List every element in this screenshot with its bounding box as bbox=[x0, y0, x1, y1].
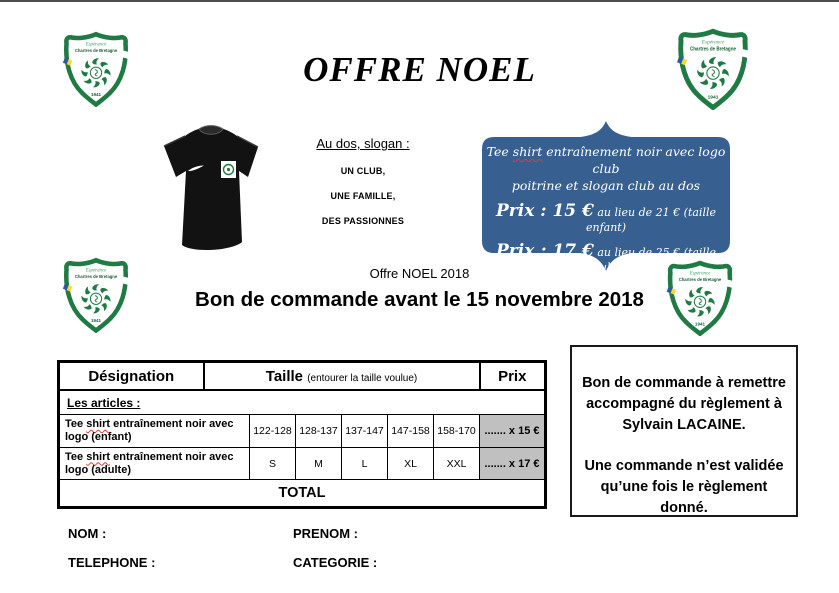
svg-text:Chartres de Bretagne: Chartres de Bretagne bbox=[75, 274, 118, 280]
size-cell[interactable]: 147-158 bbox=[387, 414, 434, 448]
club-crest-icon: Espérance Chartres de Bretagne 1941 bbox=[677, 28, 751, 110]
callout-line2: poitrine et slogan club au dos bbox=[511, 178, 701, 193]
page-title: OFFRE NOEL bbox=[303, 50, 536, 89]
svg-text:Espérance: Espérance bbox=[689, 271, 712, 276]
slogan-line: UN CLUB, bbox=[340, 166, 386, 176]
notice-para2: Une commande n’est validée qu’une fois l… bbox=[584, 458, 784, 516]
size-cell[interactable]: S bbox=[249, 447, 296, 480]
price-adult: Prix : 17 € au lieu de 25 € (taille adul… bbox=[496, 241, 716, 274]
club-logo-top-left: Espérance Chartres de Bretagne 1941 bbox=[62, 31, 130, 107]
total-row: TOTAL bbox=[57, 479, 547, 508]
tshirt-icon bbox=[163, 125, 259, 251]
total-label: TOTAL bbox=[57, 479, 547, 508]
club-crest-icon: Espérance Chartres de Bretagne 1941 bbox=[62, 31, 130, 107]
category-field-label: CATEGORIE : bbox=[293, 555, 378, 570]
size-cell[interactable]: M bbox=[295, 447, 342, 480]
order-table: Désignation Taille (entourer la taille v… bbox=[57, 360, 548, 509]
size-cell[interactable]: 122-128 bbox=[249, 414, 296, 448]
svg-text:Chartres de Bretagne: Chartres de Bretagne bbox=[679, 277, 722, 283]
table-row-child: Tee shirt entraînement noir avec logo (e… bbox=[58, 414, 547, 448]
qty-price-cell[interactable]: ....... x 15 € bbox=[479, 414, 547, 448]
svg-text:1941: 1941 bbox=[695, 321, 706, 326]
club-logo-top-right: Espérance Chartres de Bretagne 1941 bbox=[669, 28, 757, 110]
slogan-line: UNE FAMILLE, bbox=[330, 191, 396, 201]
section-label: Les articles : bbox=[57, 389, 547, 415]
col-designation: Désignation bbox=[57, 360, 205, 391]
club-logo-mid-right: Espérance Chartres de Bretagne 1941 bbox=[662, 260, 738, 336]
firstname-field-label: PRENOM : bbox=[293, 526, 358, 541]
name-field-label: NOM : bbox=[68, 526, 107, 541]
callout-text: Tee shirt entraînement noir avec logo cl… bbox=[480, 143, 732, 274]
club-crest-icon: Espérance Chartres de Bretagne 1941 bbox=[62, 257, 130, 333]
item-desc-child: Tee shirt entraînement noir avec logo (e… bbox=[58, 414, 250, 448]
svg-text:Espérance: Espérance bbox=[701, 40, 725, 46]
section-row: Les articles : bbox=[57, 389, 547, 415]
svg-text:Espérance: Espérance bbox=[85, 269, 108, 274]
notice-para1: Bon de commande à remettre accompagné du… bbox=[582, 375, 786, 433]
size-cell[interactable]: L bbox=[341, 447, 388, 480]
order-deadline-heading: Bon de commande avant le 15 novembre 201… bbox=[195, 288, 644, 311]
price-callout-bubble: Tee shirt entraînement noir avec logo cl… bbox=[472, 121, 740, 274]
phone-field-label: TELEPHONE : bbox=[68, 555, 156, 570]
callout-line1: Tee shirt entraînement noir avec logo cl… bbox=[486, 144, 726, 176]
svg-text:1941: 1941 bbox=[91, 318, 102, 323]
club-crest-icon: Espérance Chartres de Bretagne 1941 bbox=[666, 260, 735, 336]
size-cell[interactable]: XXL bbox=[432, 447, 481, 480]
svg-text:Chartres de Bretagne: Chartres de Bretagne bbox=[75, 48, 118, 54]
payment-notice-box: Bon de commande à remettre accompagné du… bbox=[570, 345, 798, 517]
table-header-row: Désignation Taille (entourer la taille v… bbox=[57, 360, 547, 391]
qty-price-cell[interactable]: ....... x 17 € bbox=[479, 447, 547, 480]
size-cell[interactable]: XL bbox=[387, 447, 434, 480]
svg-text:1941: 1941 bbox=[708, 95, 719, 101]
callout-shape bbox=[482, 121, 730, 271]
back-slogan-block: Au dos, slogan : UN CLUB, UNE FAMILLE, D… bbox=[298, 136, 428, 226]
price-child: Prix : 15 € au lieu de 21 € (taille enfa… bbox=[496, 201, 716, 234]
slogan-heading: Au dos, slogan : bbox=[316, 136, 410, 151]
slogan-line: DES PASSIONNES bbox=[321, 216, 405, 226]
col-prix: Prix bbox=[478, 360, 547, 391]
club-logo-mid-left: Espérance Chartres de Bretagne 1941 bbox=[62, 257, 130, 333]
svg-text:Espérance: Espérance bbox=[85, 43, 108, 48]
size-cell[interactable]: 158-170 bbox=[432, 414, 481, 448]
item-desc-adult: Tee shirt entraînement noir avec logo (a… bbox=[58, 447, 250, 480]
svg-text:Chartres de Bretagne: Chartres de Bretagne bbox=[690, 47, 736, 53]
page-top-edge bbox=[0, 0, 839, 2]
table-row-adult: Tee shirt entraînement noir avec logo (a… bbox=[58, 447, 547, 480]
size-cell[interactable]: 137-147 bbox=[341, 414, 388, 448]
col-taille: Taille (entourer la taille voulue) bbox=[202, 360, 481, 391]
svg-text:1941: 1941 bbox=[91, 92, 102, 97]
tshirt-photo bbox=[136, 114, 286, 264]
offer-subtitle: Offre NOEL 2018 bbox=[369, 266, 470, 281]
size-cell[interactable]: 128-137 bbox=[295, 414, 342, 448]
